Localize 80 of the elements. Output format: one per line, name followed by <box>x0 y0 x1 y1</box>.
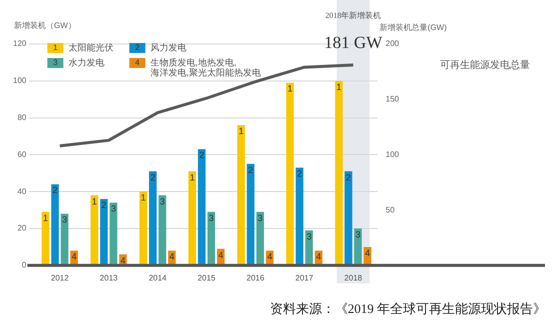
y-axis-title: 新增装机（GW） <box>14 21 76 30</box>
annotation: 1 <box>336 82 342 92</box>
annotation: 3 <box>355 229 360 240</box>
bar <box>110 202 118 265</box>
legend-label: 水力发电 <box>68 57 104 68</box>
bar <box>100 198 108 265</box>
annotation: 4 <box>267 252 272 262</box>
bar <box>60 214 68 265</box>
bar <box>335 80 343 265</box>
annotation: 3 <box>306 231 312 242</box>
bar <box>42 212 50 265</box>
annotation: 2 <box>248 164 254 175</box>
text: 2018年新增装机 <box>325 11 382 20</box>
annotation: 3 <box>208 212 214 223</box>
bar <box>198 149 206 265</box>
x-tick-label: 2015 <box>198 273 216 282</box>
annotation: 2 <box>297 168 302 179</box>
bar <box>149 171 157 265</box>
bar <box>296 168 304 265</box>
bar <box>51 184 59 265</box>
legend-label: 太阳能光伏 <box>68 42 114 52</box>
bar <box>344 171 352 265</box>
annotation: 4 <box>316 252 322 262</box>
annotation: 3 <box>258 212 263 223</box>
bar <box>237 125 245 265</box>
bar <box>207 212 216 265</box>
y2-tick-label: 150 <box>386 94 400 104</box>
annotation: 4 <box>365 248 370 258</box>
annotation: 2 <box>52 185 58 196</box>
y-tick-label: 80 <box>17 113 27 122</box>
bar <box>139 192 148 265</box>
text: 资料来源：《2019 年全球可再生能源现状报告》 <box>270 300 546 316</box>
y-tick-label: 20 <box>17 224 27 233</box>
annotation: 4 <box>120 255 126 266</box>
x-tick-label: 2014 <box>148 273 168 282</box>
y-tick-label: 40 <box>17 186 27 196</box>
x-tick-label: 2016 <box>246 273 265 282</box>
legend-label: 生物质发电,地热发电,海洋发电,聚光太阳能热发电 <box>150 57 261 78</box>
y2-tick-label: 200 <box>386 39 400 48</box>
text: 2 <box>135 43 140 52</box>
annotation: 1 <box>287 84 293 94</box>
bar <box>286 82 294 265</box>
bar <box>354 228 362 265</box>
annotation: 3 <box>160 196 165 206</box>
annotation: 2 <box>346 172 351 182</box>
text: 4 <box>135 58 140 68</box>
annotation: 3 <box>110 204 116 214</box>
bar <box>256 212 264 265</box>
annotation: 2 <box>199 150 204 160</box>
annotation: 4 <box>218 250 224 260</box>
bar <box>90 195 98 265</box>
annotation: 1 <box>140 192 146 203</box>
y-tick-label: 120 <box>12 39 27 48</box>
bar <box>188 171 196 265</box>
text: 可再生能源发电总量 <box>440 58 530 71</box>
annotation: 1 <box>42 212 48 223</box>
x-tick-label: 2018 <box>344 273 363 282</box>
annotation: 181 GW <box>324 32 384 52</box>
legend-label: 风力发电 <box>150 42 186 52</box>
x-tick-label: 2013 <box>100 273 118 282</box>
bar <box>158 195 166 265</box>
bar <box>246 164 254 265</box>
annotation: 1 <box>190 172 195 182</box>
y-tick-label: 60 <box>17 150 27 159</box>
y2-tick-label: 50 <box>386 205 396 214</box>
annotation: 4 <box>72 252 77 262</box>
x-tick-label: 2017 <box>295 273 314 282</box>
y-tick-label: 0 <box>22 260 27 270</box>
annotation: 1 <box>238 126 244 136</box>
text: 3 <box>53 58 58 68</box>
annotation: 1 <box>92 196 97 206</box>
text: 1 <box>53 43 58 52</box>
annotation: 2 <box>101 200 106 210</box>
annotation: 2 <box>150 172 156 182</box>
y2-axis-title: 新增装机总量(GW) <box>380 23 448 32</box>
annotation: 4 <box>169 252 174 262</box>
x-tick-label: 2012 <box>50 273 70 282</box>
y2-tick-label: 100 <box>386 150 400 159</box>
y-tick-label: 100 <box>12 76 27 86</box>
annotation: 3 <box>62 214 68 225</box>
